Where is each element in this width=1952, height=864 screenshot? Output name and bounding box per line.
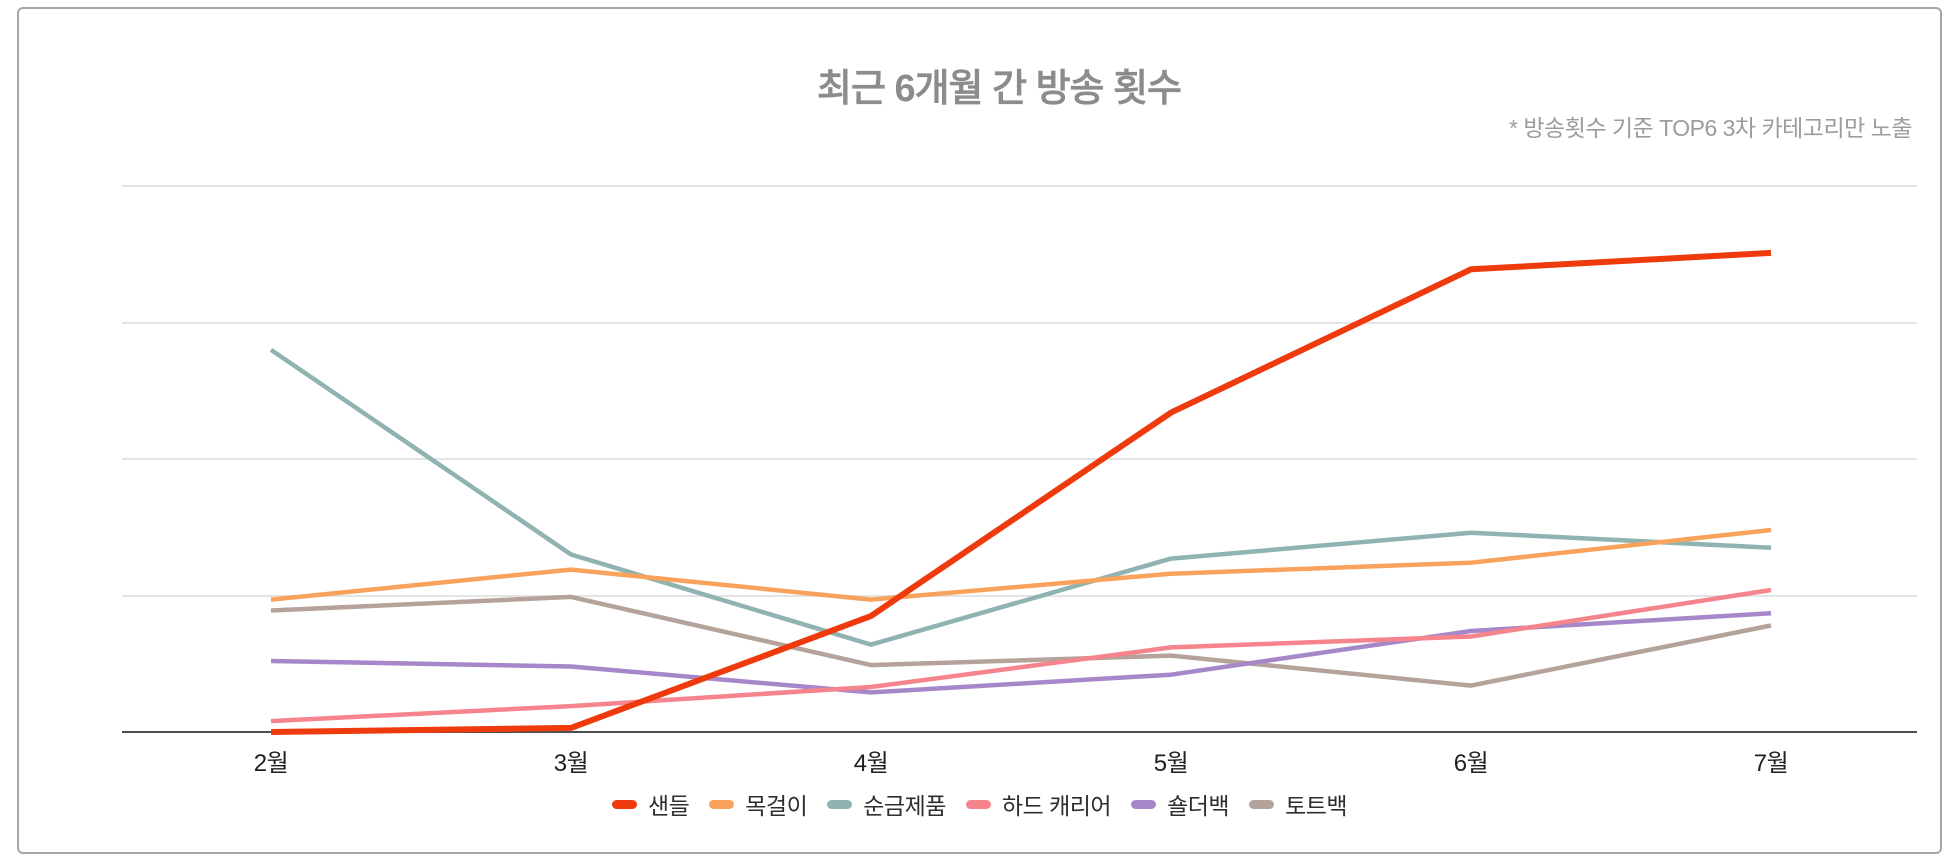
series-line <box>270 594 1772 688</box>
series-line <box>269 347 1772 647</box>
x-tick-label: 4월 <box>853 750 889 777</box>
x-tick-label: 3월 <box>553 750 589 777</box>
legend-item: 숄더백 <box>1131 787 1230 821</box>
gridline <box>122 185 1917 187</box>
chart-title: 최근 6개월 간 방송 횟수 <box>816 68 1182 110</box>
gridline <box>122 595 1917 597</box>
x-axis-line <box>122 731 1917 733</box>
legend-item: 하드 캐리어 <box>965 787 1112 821</box>
series-line <box>270 249 1772 735</box>
x-tick-label: 7월 <box>1753 750 1789 777</box>
chart-annotation: * 방송횟수 기준 TOP6 3차 카테고리만 노출 <box>1509 115 1912 141</box>
series-line <box>270 587 1772 724</box>
legend-swatch <box>965 799 991 809</box>
legend-label: 순금제품 <box>863 793 946 819</box>
legend-item: 순금제품 <box>827 787 946 821</box>
x-tick-label: 2월 <box>253 750 289 777</box>
legend-swatch <box>709 799 735 809</box>
series-line <box>270 610 1772 695</box>
legend-swatch <box>1249 799 1275 809</box>
chart-legend: 샌들 목걸이 순금제품 하드 캐리어 숄더백 토트백 <box>19 787 1940 821</box>
gridline <box>122 322 1917 324</box>
legend-label: 하드 캐리어 <box>1001 793 1112 819</box>
x-tick-label: 6월 <box>1453 750 1489 777</box>
gridline <box>122 458 1917 460</box>
legend-label: 목걸이 <box>745 793 808 819</box>
legend-label: 샌들 <box>647 793 690 819</box>
chart-card: 최근 6개월 간 방송 횟수 * 방송횟수 기준 TOP6 3차 카테고리만 노… <box>17 7 1942 854</box>
legend-swatch <box>611 799 637 809</box>
legend-item: 목걸이 <box>709 787 808 821</box>
legend-label: 토트백 <box>1285 793 1348 819</box>
x-tick-label: 5월 <box>1153 750 1189 777</box>
legend-item: 토트백 <box>1249 787 1348 821</box>
legend-label: 숄더백 <box>1167 793 1230 819</box>
legend-item: 샌들 <box>611 787 690 821</box>
series-line <box>270 527 1772 602</box>
legend-swatch <box>1131 799 1157 809</box>
legend-swatch <box>827 799 853 809</box>
